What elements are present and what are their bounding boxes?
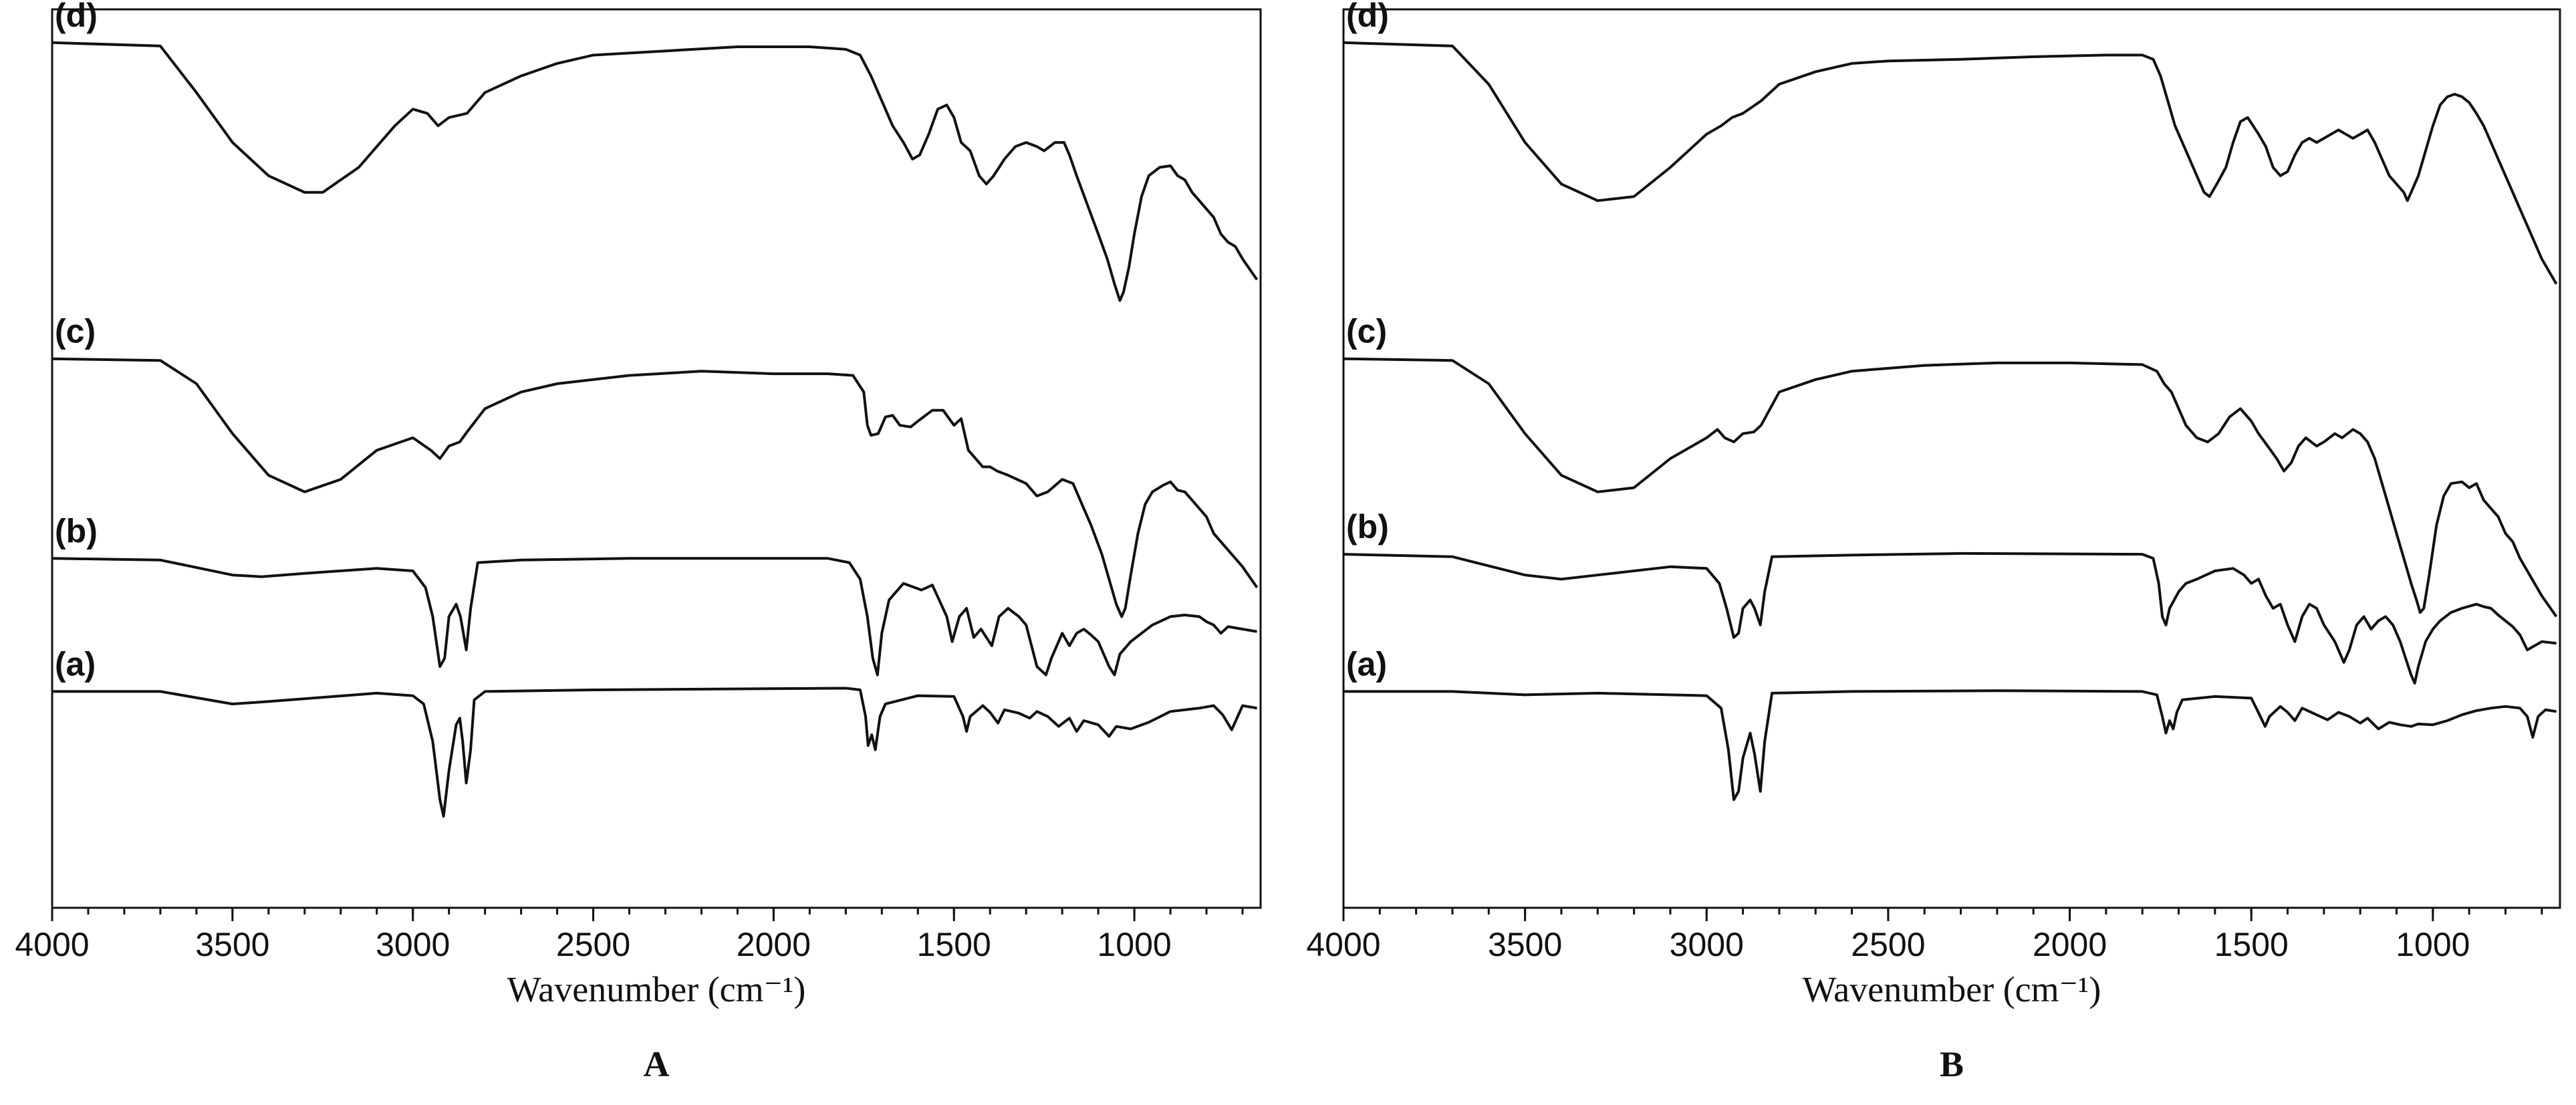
x-axis-label: Wavenumber (cm⁻¹) [507,969,806,1009]
series-label-c: (c) [1346,313,1387,350]
x-tick-label: 3500 [1488,926,1562,963]
series-line-c [51,357,1259,618]
x-tick-label: 3000 [1670,926,1744,963]
series-line-a [1343,689,2557,802]
panel-A: 4000 3500 3000 2500 2000 1500 1000 Wavenumber (… [15,0,1262,1084]
series-line-d [1343,41,2558,285]
x-tick-label: 1500 [917,926,991,963]
x-tick-label: 3500 [195,926,269,963]
series-line-b [1343,551,2557,685]
series-label-a: (a) [1346,645,1387,683]
x-axis-label: Wavenumber (cm⁻¹) [1803,969,2101,1009]
x-tick-label: 4000 [15,926,89,963]
series-line-d [51,41,1259,302]
x-tick-label: 2000 [2033,926,2107,963]
x-tick-label: 2500 [556,926,630,963]
series-label-a: (a) [55,645,96,683]
x-tick-label: 1000 [2396,926,2470,963]
series-label-d: (d) [55,0,98,34]
plot-frame [51,8,1262,909]
panel-label: B [1940,1044,1964,1084]
panel-label: A [644,1044,670,1084]
x-tick-label: 2500 [1851,926,1925,963]
plot-frame [1342,8,2561,909]
series-label-b: (b) [1346,508,1389,545]
series-line-b [51,557,1257,677]
series-line-a [52,687,1257,818]
panel-B: 4000 3500 3000 2500 2000 1500 1000 Wavenumber (… [1306,0,2561,1084]
x-tick-label: 2000 [737,926,811,963]
x-tick-label: 4000 [1306,926,1380,963]
series-label-b: (b) [55,512,98,549]
x-tick-label: 3000 [376,926,450,963]
x-tick-label: 1500 [2214,926,2289,963]
series-label-d: (d) [1346,0,1389,34]
series-label-c: (c) [55,313,96,350]
x-tick-label: 1000 [1097,926,1171,963]
series-line-c [1343,357,2558,618]
